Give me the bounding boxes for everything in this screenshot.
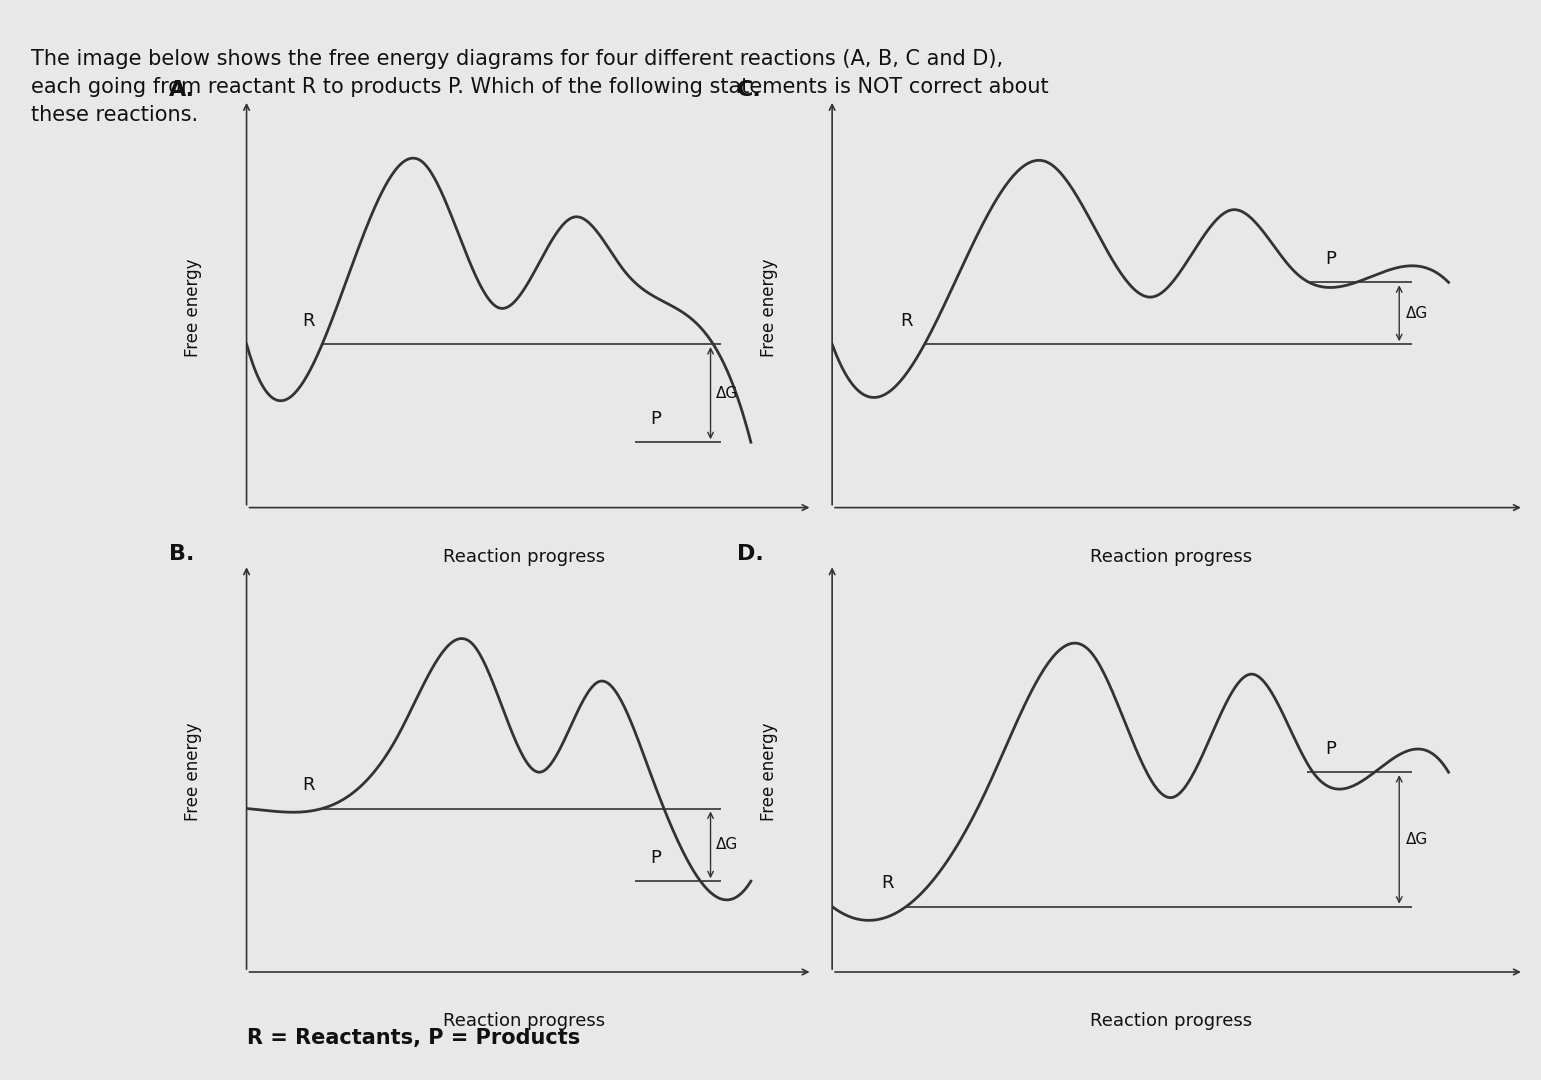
Text: Reaction progress: Reaction progress [1089, 548, 1253, 566]
Text: D.: D. [737, 544, 764, 565]
Text: R = Reactants, P = Products: R = Reactants, P = Products [247, 1027, 579, 1048]
Text: ΔG: ΔG [1405, 832, 1427, 847]
Text: Free energy: Free energy [760, 723, 778, 822]
Text: A.: A. [170, 80, 194, 100]
Text: P: P [650, 849, 661, 867]
Text: R: R [302, 312, 314, 330]
Text: ΔG: ΔG [715, 386, 738, 401]
Text: The image below shows the free energy diagrams for four different reactions (A, : The image below shows the free energy di… [31, 49, 1048, 124]
Text: C.: C. [737, 80, 761, 100]
Text: R: R [900, 312, 912, 330]
Text: R: R [881, 875, 894, 892]
Text: ΔG: ΔG [715, 837, 738, 852]
Text: P: P [650, 410, 661, 428]
Text: Free energy: Free energy [185, 723, 202, 822]
Text: B.: B. [170, 544, 194, 565]
Text: Reaction progress: Reaction progress [1089, 1012, 1253, 1030]
Text: Reaction progress: Reaction progress [442, 548, 606, 566]
Text: R: R [302, 777, 314, 795]
Text: Free energy: Free energy [760, 258, 778, 357]
Text: P: P [1325, 740, 1336, 758]
Text: P: P [1325, 251, 1336, 268]
Text: Reaction progress: Reaction progress [442, 1012, 606, 1030]
Text: Free energy: Free energy [185, 258, 202, 357]
Text: ΔG: ΔG [1405, 306, 1427, 321]
